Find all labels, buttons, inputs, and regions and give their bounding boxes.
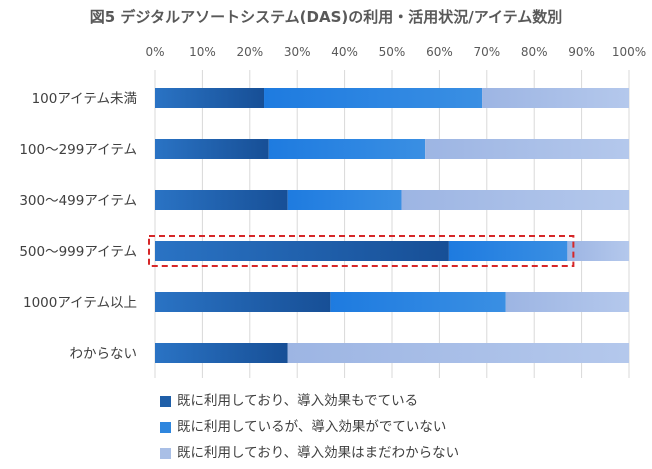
chart: 0% 10% 20% 30% 40% 50% 60% 70% 80% 90% 100% 100アイテ… bbox=[19, 45, 646, 378]
x-tick-label: 60% bbox=[426, 45, 453, 59]
x-tick-label: 30% bbox=[284, 45, 311, 59]
x-tick-label: 100% bbox=[612, 45, 646, 59]
category-label: わからない bbox=[70, 346, 138, 362]
bar-segment bbox=[567, 241, 629, 261]
bar-segment bbox=[155, 139, 269, 159]
category-label: 1000アイテム以上 bbox=[23, 295, 137, 311]
bar-segment bbox=[155, 343, 288, 363]
legend-label: 既に利用しており、導入効果もでている bbox=[177, 393, 419, 409]
bar-segment bbox=[264, 88, 483, 108]
bar-segment bbox=[155, 88, 265, 108]
category-label: 100～299アイテム bbox=[19, 142, 137, 158]
bar-segment bbox=[448, 241, 568, 261]
category-label: 100アイテム未満 bbox=[32, 91, 137, 107]
bar-segment bbox=[155, 190, 288, 210]
bar-segment bbox=[401, 190, 629, 210]
gridlines bbox=[154, 70, 630, 378]
bar-segment bbox=[287, 190, 402, 210]
legend-swatch bbox=[160, 447, 171, 459]
x-tick-label: 80% bbox=[521, 45, 548, 59]
legend: 既に利用しており、導入効果もでている 既に利用しているが、導入効果がでていない … bbox=[160, 388, 459, 466]
legend-swatch bbox=[160, 395, 171, 407]
x-tick-label: 40% bbox=[331, 45, 358, 59]
x-tick-label: 10% bbox=[189, 45, 216, 59]
legend-label: 既に利用しており、導入効果はまだわからない bbox=[177, 445, 460, 461]
bar-segment bbox=[425, 139, 629, 159]
x-tick-label: 0% bbox=[145, 45, 164, 59]
bar-segment bbox=[268, 139, 426, 159]
bar-segment bbox=[155, 241, 449, 261]
legend-item: 既に利用しており、導入効果はまだわからない bbox=[160, 440, 459, 466]
category-label: 500～999アイテム bbox=[19, 244, 137, 260]
category-label: 300～499アイテム bbox=[19, 193, 137, 209]
chart-title: 図5 デジタルアソートシステム(DAS)の利用・活用状況/アイテム数別 bbox=[89, 8, 563, 26]
bars bbox=[155, 88, 629, 363]
x-axis-ticks: 0% 10% 20% 30% 40% 50% 60% 70% 80% 90% 100% bbox=[145, 45, 646, 59]
legend-swatch bbox=[160, 421, 171, 433]
x-tick-label: 70% bbox=[473, 45, 500, 59]
x-tick-label: 50% bbox=[379, 45, 406, 59]
bar-segment bbox=[505, 292, 629, 312]
category-labels: 100アイテム未満 100～299アイテム 300～499アイテム 500～999アイ… bbox=[19, 91, 137, 362]
bar-segment bbox=[482, 88, 629, 108]
bar-segment bbox=[155, 292, 331, 312]
legend-item: 既に利用しているが、導入効果がでていない bbox=[160, 414, 459, 440]
highlight-box bbox=[148, 235, 575, 267]
highlight-box bbox=[148, 235, 575, 267]
x-tick-label: 90% bbox=[568, 45, 595, 59]
legend-item: 既に利用しており、導入効果もでている bbox=[160, 388, 459, 414]
bar-segment bbox=[287, 343, 629, 363]
bar-segment bbox=[330, 292, 506, 312]
legend-label: 既に利用しているが、導入効果がでていない bbox=[177, 419, 447, 435]
x-tick-label: 20% bbox=[236, 45, 263, 59]
